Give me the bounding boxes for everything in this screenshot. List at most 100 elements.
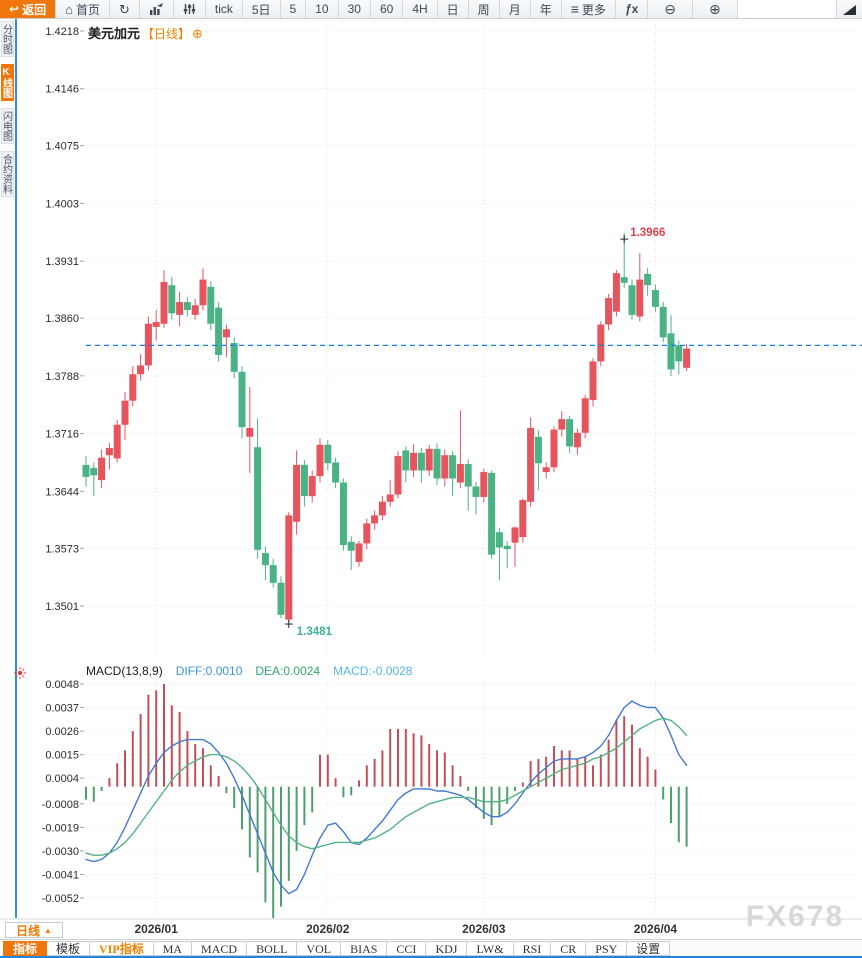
toolbar-button-draw[interactable]	[836, 0, 862, 18]
tab-MACD[interactable]: MACD	[192, 941, 248, 956]
toolbar-button-5日[interactable]: 5日	[242, 0, 281, 18]
svg-text:-0.0041: -0.0041	[42, 869, 79, 881]
svg-text:0.0048: 0.0048	[45, 679, 79, 691]
tab-BIAS[interactable]: BIAS	[341, 941, 388, 956]
toolbar-button-label: tick	[214, 2, 233, 16]
tab-BOLL[interactable]: BOLL	[247, 941, 298, 956]
price-markers: 1.3966 1.3481	[284, 227, 665, 638]
toolbar-button-label: 60	[379, 2, 394, 16]
tab-模板[interactable]: 模板	[47, 941, 91, 956]
tab-MA[interactable]: MA	[153, 941, 193, 956]
tab-KDJ[interactable]: KDJ	[426, 941, 468, 956]
sidebar-item-分时图[interactable]: 分时图	[0, 21, 14, 57]
toolbar-button-10[interactable]: 10	[306, 0, 339, 18]
macd-hist-value: MACD:-0.0028	[333, 664, 413, 678]
toolbar-button-zoom-out[interactable]: ⊖	[648, 0, 694, 18]
sidebar-divider	[15, 19, 17, 918]
toolbar-button-zoom-in[interactable]: ⊕	[693, 0, 738, 18]
macd-histogram	[85, 684, 688, 918]
left-sidebar: 分时图 K线图闪电图合约资料	[0, 21, 14, 197]
macd-dea-value: DEA:0.0024	[255, 664, 321, 678]
toolbar-button-label: 5日	[251, 2, 271, 17]
symbol-name: 美元加元	[88, 26, 141, 41]
svg-text:1.3966: 1.3966	[630, 227, 665, 239]
toolbar-button-tick[interactable]: tick	[205, 0, 243, 18]
tab-设置[interactable]: 设置	[627, 941, 671, 956]
toolbar-button-home[interactable]: ⌂ 首页	[56, 0, 110, 18]
tab-CR[interactable]: CR	[551, 941, 587, 956]
toolbar-button-label: 月	[508, 2, 521, 17]
watermark: FX678	[746, 900, 844, 933]
top-toolbar: ↩ 返回 ⌂ 首页 ↻ tick 5日 5 10 30 60 4H 日 周 月 年 ≡ 更多 ƒ x ⊖ ⊕	[0, 0, 862, 19]
sidebar-item-闪电图[interactable]: 闪电图	[0, 108, 14, 144]
tab-指标[interactable]: 指标	[3, 941, 48, 956]
svg-text:0.0037: 0.0037	[45, 703, 79, 715]
tab-PSY[interactable]: PSY	[586, 941, 628, 956]
svg-text:1.4003: 1.4003	[45, 198, 79, 210]
toolbar-button-back-arrow[interactable]: ↩ 返回	[0, 0, 57, 18]
svg-text:2026/01: 2026/01	[135, 922, 179, 936]
add-indicator-icon[interactable]: ⊕	[192, 26, 203, 41]
svg-text:0.0015: 0.0015	[45, 750, 79, 762]
macd-diff-line	[85, 700, 688, 895]
toolbar-button-日[interactable]: 日	[437, 0, 469, 18]
svg-text:2026/04: 2026/04	[634, 922, 678, 936]
candlesticks	[82, 233, 691, 623]
toolbar-button-refresh[interactable]: ↻	[109, 0, 140, 18]
toolbar-button-label: 年	[539, 2, 552, 17]
toolbar-button-年[interactable]: 年	[530, 0, 562, 18]
macd-dea-line	[85, 717, 688, 856]
chart-canvas[interactable]: 1.4218 1.4146 1.4075 1.4003 1.3931 1.3860 1.37…	[0, 19, 862, 939]
svg-text:1.3860: 1.3860	[45, 313, 79, 325]
svg-text:1.3644: 1.3644	[45, 486, 79, 498]
toolbar-button-bar-chart[interactable]	[139, 0, 174, 18]
toolbar-button-menu[interactable]: ≡ 更多	[561, 0, 616, 18]
toolbar-button-60[interactable]: 60	[370, 0, 404, 18]
chart-workspace: 分时图 K线图 闪电图 合约资料 美元加元 【日线】 ⊕ MACD(13,8,9) D…	[0, 19, 862, 939]
svg-text:0.0004: 0.0004	[45, 773, 79, 785]
toolbar-button-周[interactable]: 周	[468, 0, 500, 18]
toolbar-button-label: 周	[477, 2, 490, 17]
tab-VIP指标[interactable]: VIP指标	[90, 941, 154, 956]
toolbar-button-4H[interactable]: 4H	[403, 0, 438, 18]
toolbar-button-label: 首页	[75, 2, 100, 17]
tab-LW&[interactable]: LW&	[467, 941, 514, 956]
macd-header: MACD(13,8,9) DIFF:0.0010 DEA:0.0024 MACD…	[86, 664, 412, 678]
svg-text:1.3481: 1.3481	[297, 626, 333, 638]
toolbar-button-月[interactable]: 月	[499, 0, 531, 18]
svg-text:0.0026: 0.0026	[45, 726, 79, 738]
svg-text:1.3788: 1.3788	[45, 371, 79, 383]
tab-CCI[interactable]: CCI	[387, 941, 427, 956]
toolbar-button-label: 返回	[22, 2, 47, 17]
svg-text:1.3716: 1.3716	[45, 429, 79, 441]
svg-text:2026/02: 2026/02	[306, 922, 350, 936]
tab-RSI[interactable]: RSI	[513, 941, 552, 956]
toolbar-button-label: 日	[446, 2, 459, 17]
tab-VOL[interactable]: VOL	[297, 941, 342, 956]
toolbar-button-label: 5	[289, 2, 297, 16]
toolbar-button-label: 30	[347, 2, 361, 16]
bottom-toolbar: 指标 模板 VIP指标 MA MACD BOLL VOL BIAS CCI KDJ LW& RSI CR…	[0, 939, 862, 958]
svg-text:1.3931: 1.3931	[45, 256, 79, 268]
svg-text:1.4075: 1.4075	[45, 141, 79, 153]
svg-text:1.4146: 1.4146	[45, 84, 79, 96]
svg-text:1.3573: 1.3573	[45, 543, 79, 555]
macd-params[interactable]: MACD(13,8,9)	[86, 664, 163, 678]
svg-text:-0.0019: -0.0019	[42, 822, 79, 834]
grid	[86, 24, 858, 916]
toolbar-button-sliders[interactable]	[173, 0, 206, 18]
toolbar-button-label: 更多	[581, 2, 606, 17]
indicator-settings-sun-icon[interactable]	[14, 666, 26, 684]
svg-text:-0.0052: -0.0052	[42, 893, 79, 905]
period-selector-label: 日线	[16, 923, 41, 938]
period-selector[interactable]: 日线 ▲	[5, 922, 63, 938]
sidebar-item-合约资料[interactable]: 合约资料	[0, 151, 14, 197]
chevron-up-icon: ▲	[44, 925, 52, 935]
toolbar-button-30[interactable]: 30	[338, 0, 371, 18]
svg-text:2026/03: 2026/03	[462, 922, 506, 936]
toolbar-button-label: 10	[315, 2, 329, 16]
x-axis-labels: 2026/01 2026/02 2026/03 2026/04	[135, 922, 678, 936]
sidebar-item-K线图[interactable]: K线图	[0, 64, 14, 101]
toolbar-button-5[interactable]: 5	[280, 0, 307, 18]
